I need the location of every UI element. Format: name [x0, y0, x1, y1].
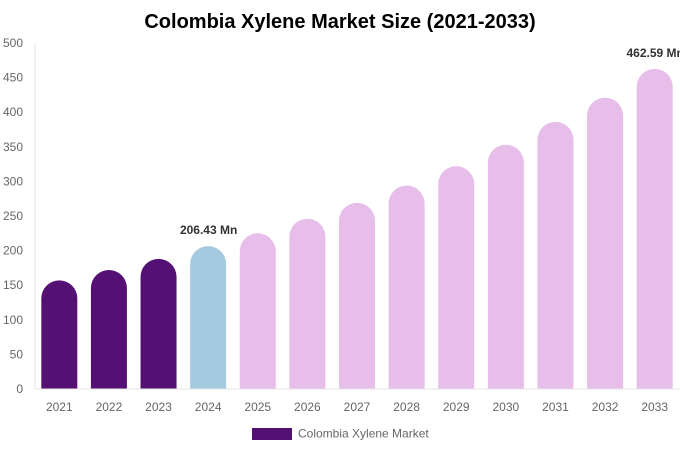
data-label-2024: 206.43 Mn	[180, 223, 237, 237]
legend-swatch	[252, 428, 292, 440]
y-tick-label: 400	[3, 105, 23, 119]
bar-2022	[90, 269, 127, 389]
y-tick-label: 0	[16, 382, 23, 396]
y-tick-label: 350	[3, 140, 23, 154]
legend-label: Colombia Xylene Market	[298, 427, 429, 441]
x-tick-label: 2025	[244, 400, 271, 414]
x-tick-label: 2023	[145, 400, 172, 414]
bar-2025	[239, 233, 276, 389]
bar-2027	[339, 202, 375, 389]
bar-2021	[41, 280, 78, 389]
legend[interactable]: Colombia Xylene Market	[252, 427, 429, 441]
y-axis: 0 50 100 150 200 250 300 350 400 450 500	[3, 36, 36, 396]
bar-2026	[289, 218, 326, 389]
bar-2023	[140, 258, 177, 389]
x-axis: 2021 2022 2023 2024 2025 2026 2027 2028 2029 2030…	[35, 388, 680, 414]
bar-2030	[487, 144, 524, 389]
x-tick-label: 2030	[492, 400, 519, 414]
x-tick-label: 2024	[195, 400, 222, 414]
y-tick-label: 150	[3, 278, 23, 292]
y-tick-label: 50	[10, 347, 24, 361]
y-tick-label: 200	[3, 244, 23, 258]
y-tick-label: 250	[3, 209, 23, 223]
x-tick-label: 2032	[592, 400, 619, 414]
x-tick-label: 2026	[294, 400, 321, 414]
bar-2024	[190, 246, 227, 389]
y-tick-label: 450	[3, 71, 23, 85]
x-tick-label: 2027	[344, 400, 371, 414]
y-tick-label: 500	[3, 36, 23, 50]
bar-2031	[537, 121, 574, 389]
bar-2032	[587, 97, 624, 389]
y-tick-label: 100	[3, 313, 23, 327]
data-label-2033: 462.59 Mn	[627, 46, 680, 60]
data-labels: 206.43 Mn 462.59 Mn	[180, 46, 680, 237]
bar-2033	[636, 68, 673, 389]
x-tick-label: 2029	[443, 400, 470, 414]
bar-2029	[438, 166, 475, 389]
bars	[41, 68, 673, 389]
x-tick-label: 2022	[96, 400, 123, 414]
y-tick-label: 300	[3, 174, 23, 188]
bar-2028	[388, 185, 425, 389]
x-tick-label: 2033	[641, 400, 668, 414]
x-tick-label: 2028	[393, 400, 420, 414]
chart-title: Colombia Xylene Market Size (2021-2033)	[144, 11, 535, 33]
x-tick-label: 2031	[542, 400, 569, 414]
x-tick-label: 2021	[46, 400, 73, 414]
